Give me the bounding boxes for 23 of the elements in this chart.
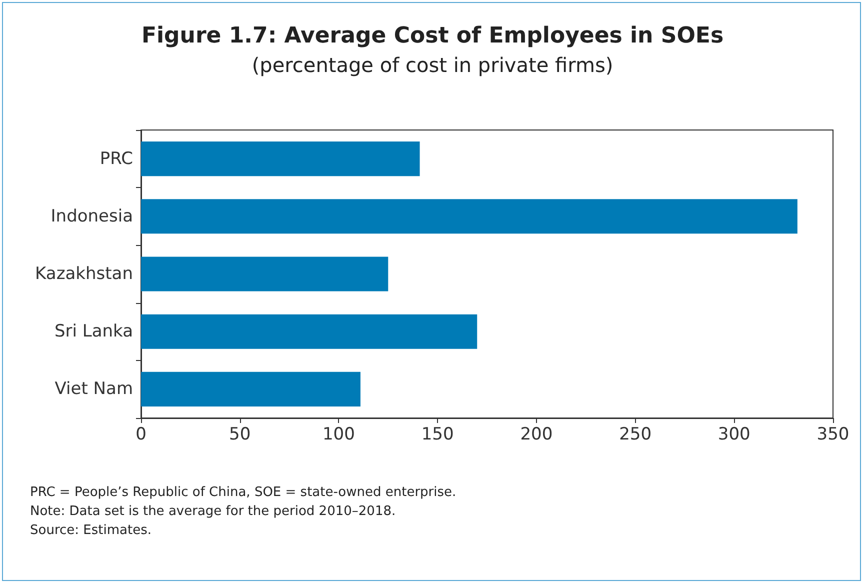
- y-tick-label: Kazakhstan: [35, 264, 133, 284]
- y-tick-label: Sri Lanka: [54, 322, 133, 342]
- x-tick-label: 350: [816, 424, 850, 444]
- y-tick-label: Viet Nam: [54, 379, 133, 400]
- text: Note: Data set is the average for the period 2010–2018.: [30, 503, 397, 521]
- x-tick-label: 300: [718, 424, 750, 444]
- chart-subtitle: (percentage of cost in private firms): [252, 53, 614, 77]
- chart-title: Figure 1.7: Average Cost of Employees in SOEs: [141, 24, 724, 48]
- bar: [141, 256, 388, 292]
- bar: [141, 199, 798, 234]
- bar: [141, 372, 360, 406]
- y-tick-label: PRC: [100, 148, 133, 169]
- x-tick-label: 200: [520, 424, 553, 444]
- x-tick-label: 0: [136, 424, 146, 444]
- bar: [141, 142, 420, 176]
- x-tick-label: 50: [229, 424, 251, 444]
- bar: [141, 314, 478, 349]
- x-tick-label: 250: [619, 424, 652, 444]
- y-tick-label: Indonesia: [50, 206, 133, 226]
- text: PRC = People’s Republic of China, SOE = state-owned enterprise.: [30, 484, 458, 502]
- source-note: Source: Estimates.: [30, 522, 152, 540]
- x-tick-label: 150: [421, 424, 454, 444]
- x-tick-label: 100: [322, 424, 355, 444]
